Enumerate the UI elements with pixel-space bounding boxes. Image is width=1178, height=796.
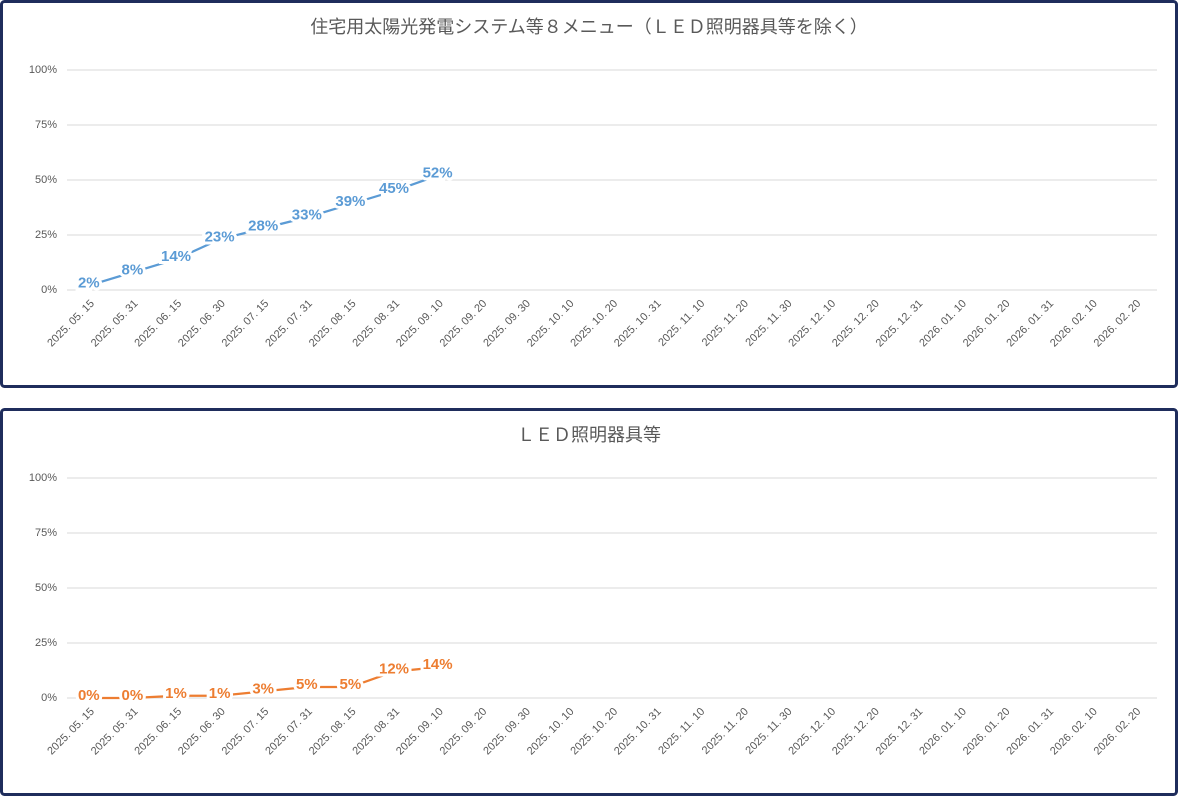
data-label: 12% bbox=[379, 661, 409, 678]
data-label: 3% bbox=[252, 680, 274, 697]
data-label: 45% bbox=[379, 180, 409, 197]
data-label: 23% bbox=[205, 228, 235, 245]
y-tick-label: 75% bbox=[35, 119, 57, 131]
chart-panel: 住宅用太陽光発電システム等８メニュー（ＬＥＤ照明器具等を除く） 0% 25% 50% 7… bbox=[0, 0, 1178, 388]
data-line bbox=[88, 666, 438, 700]
data-label: 5% bbox=[340, 676, 362, 693]
data-label: 28% bbox=[248, 217, 278, 234]
data-label: 52% bbox=[423, 165, 453, 182]
chart-title: 住宅用太陽光発電システム等８メニュー（ＬＥＤ照明器具等を除く） bbox=[310, 17, 867, 38]
y-tick-label: 100% bbox=[29, 472, 57, 484]
y-tick-label: 100% bbox=[29, 64, 57, 76]
y-tick-label: 25% bbox=[35, 637, 57, 649]
y-tick-label: 25% bbox=[35, 229, 57, 241]
data-label: 14% bbox=[423, 656, 453, 673]
y-tick-label: 0% bbox=[41, 284, 57, 296]
data-label: 14% bbox=[161, 248, 191, 265]
y-tick-label: 50% bbox=[35, 174, 57, 186]
y-tick-label: 50% bbox=[35, 582, 57, 594]
data-label: 33% bbox=[292, 206, 322, 223]
data-label: 1% bbox=[165, 685, 187, 702]
y-tick-label: 0% bbox=[41, 692, 57, 704]
data-label: 0% bbox=[78, 687, 100, 704]
data-label: 2% bbox=[78, 275, 100, 292]
data-label: 39% bbox=[335, 193, 365, 210]
data-label: 8% bbox=[122, 261, 144, 278]
data-label: 0% bbox=[122, 687, 144, 704]
data-label: 5% bbox=[296, 676, 318, 693]
chart-title: ＬＥＤ照明器具等 bbox=[517, 425, 661, 446]
data-line bbox=[88, 174, 438, 287]
y-tick-label: 75% bbox=[35, 527, 57, 539]
data-label: 1% bbox=[209, 685, 231, 702]
